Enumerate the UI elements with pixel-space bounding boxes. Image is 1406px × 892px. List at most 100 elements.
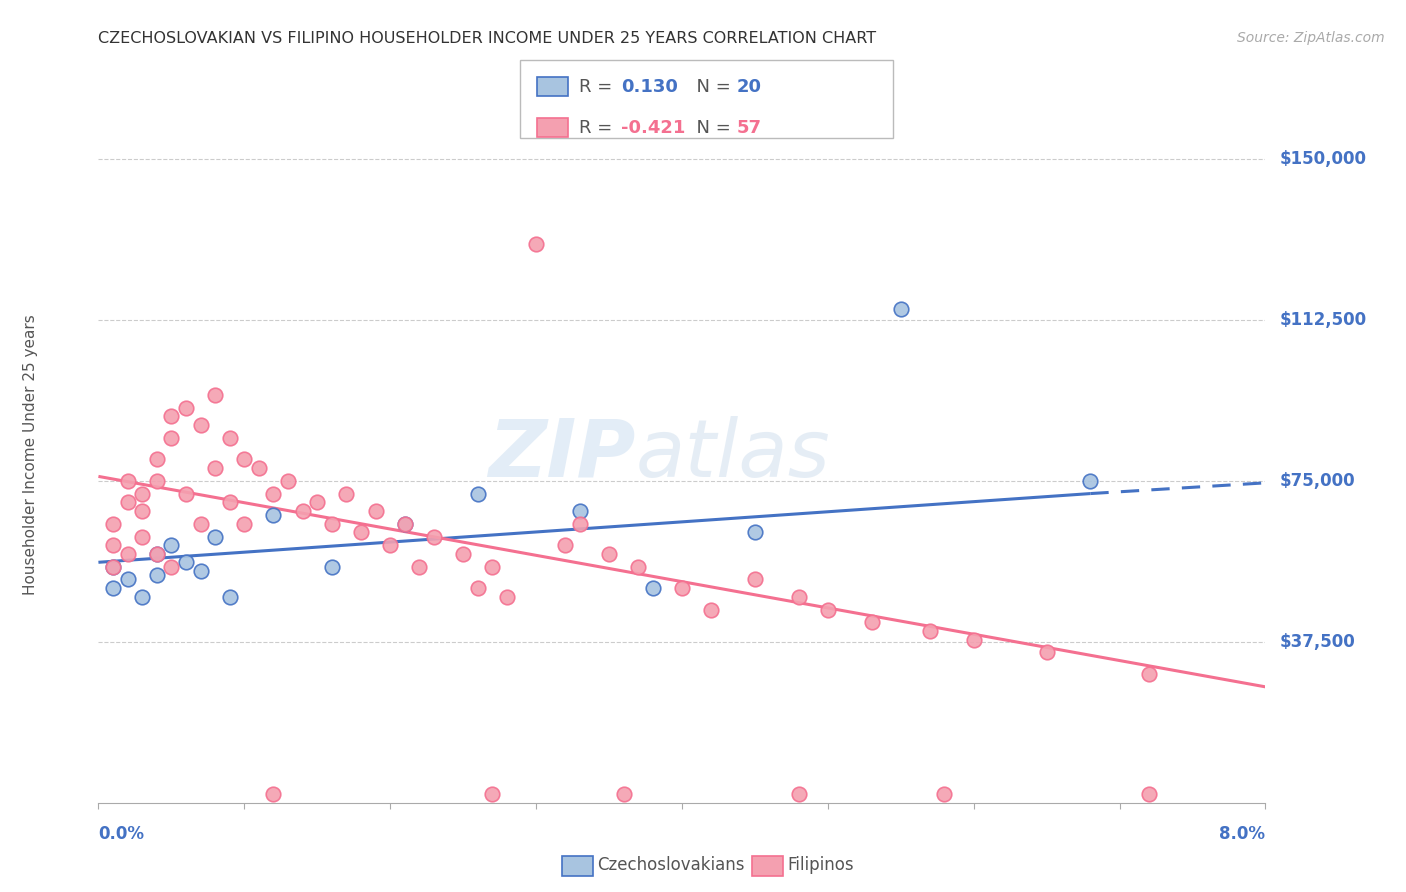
Point bbox=[321, 516, 343, 531]
Point bbox=[146, 547, 169, 561]
Point bbox=[787, 787, 810, 801]
Point bbox=[146, 568, 169, 582]
Text: Householder Income Under 25 years: Householder Income Under 25 years bbox=[24, 315, 38, 595]
Point bbox=[204, 529, 226, 543]
Point bbox=[890, 301, 912, 316]
Point bbox=[817, 602, 839, 616]
Point bbox=[146, 452, 169, 467]
Point bbox=[190, 564, 212, 578]
Text: N =: N = bbox=[685, 78, 737, 95]
Text: 8.0%: 8.0% bbox=[1219, 825, 1265, 843]
Point bbox=[481, 787, 503, 801]
Point bbox=[233, 452, 256, 467]
Text: Filipinos: Filipinos bbox=[787, 856, 853, 874]
Point bbox=[1035, 645, 1057, 659]
Point bbox=[524, 237, 547, 252]
Point bbox=[101, 538, 124, 552]
Point bbox=[174, 555, 197, 569]
Point bbox=[204, 460, 226, 475]
Point bbox=[1137, 667, 1160, 681]
Text: CZECHOSLOVAKIAN VS FILIPINO HOUSEHOLDER INCOME UNDER 25 YEARS CORRELATION CHART: CZECHOSLOVAKIAN VS FILIPINO HOUSEHOLDER … bbox=[98, 31, 876, 46]
Point bbox=[247, 460, 270, 475]
Point bbox=[218, 590, 240, 604]
Point bbox=[744, 573, 766, 587]
Point bbox=[568, 516, 591, 531]
Point bbox=[146, 547, 169, 561]
Point bbox=[277, 474, 299, 488]
Point bbox=[962, 632, 984, 647]
Point bbox=[174, 401, 197, 415]
Point bbox=[117, 474, 139, 488]
Point bbox=[467, 581, 489, 595]
Text: ZIP: ZIP bbox=[488, 416, 636, 494]
Point bbox=[174, 486, 197, 500]
Text: 0.0%: 0.0% bbox=[98, 825, 145, 843]
Point bbox=[131, 529, 153, 543]
Point bbox=[423, 529, 446, 543]
Point bbox=[394, 516, 416, 531]
Point bbox=[364, 504, 387, 518]
Text: R =: R = bbox=[579, 119, 619, 136]
Point bbox=[190, 516, 212, 531]
Point bbox=[394, 516, 416, 531]
Point bbox=[131, 590, 153, 604]
Point bbox=[671, 581, 693, 595]
Point bbox=[233, 516, 256, 531]
Point bbox=[131, 504, 153, 518]
Text: $150,000: $150,000 bbox=[1279, 150, 1367, 168]
Point bbox=[101, 559, 124, 574]
Text: N =: N = bbox=[685, 119, 737, 136]
Point bbox=[467, 486, 489, 500]
Point bbox=[1137, 787, 1160, 801]
Point bbox=[146, 474, 169, 488]
Point bbox=[335, 486, 357, 500]
Point bbox=[408, 559, 430, 574]
Point bbox=[641, 581, 664, 595]
Point bbox=[307, 495, 329, 509]
Point bbox=[101, 581, 124, 595]
Point bbox=[160, 431, 183, 445]
Point bbox=[860, 615, 883, 630]
Point bbox=[262, 486, 284, 500]
Point bbox=[262, 508, 284, 522]
Point bbox=[117, 573, 139, 587]
Point bbox=[481, 559, 503, 574]
Point bbox=[101, 516, 124, 531]
Text: Czechoslovakians: Czechoslovakians bbox=[598, 856, 745, 874]
Point bbox=[918, 624, 941, 638]
Text: $37,500: $37,500 bbox=[1279, 632, 1355, 651]
Text: atlas: atlas bbox=[636, 416, 830, 494]
Point bbox=[1080, 474, 1102, 488]
Point bbox=[291, 504, 314, 518]
Point bbox=[218, 495, 240, 509]
Point bbox=[451, 547, 474, 561]
Point bbox=[160, 538, 183, 552]
Text: $112,500: $112,500 bbox=[1279, 310, 1367, 328]
Point bbox=[496, 590, 519, 604]
Text: Source: ZipAtlas.com: Source: ZipAtlas.com bbox=[1237, 31, 1385, 45]
Text: R =: R = bbox=[579, 78, 619, 95]
Text: -0.421: -0.421 bbox=[621, 119, 686, 136]
Text: 0.130: 0.130 bbox=[621, 78, 678, 95]
Point bbox=[700, 602, 723, 616]
Point bbox=[160, 409, 183, 424]
Point bbox=[218, 431, 240, 445]
Point bbox=[554, 538, 576, 552]
Point bbox=[160, 559, 183, 574]
Point bbox=[262, 787, 284, 801]
Point bbox=[934, 787, 956, 801]
Point bbox=[117, 547, 139, 561]
Point bbox=[101, 559, 124, 574]
Point bbox=[787, 590, 810, 604]
Text: 20: 20 bbox=[737, 78, 762, 95]
Point bbox=[612, 787, 634, 801]
Text: 57: 57 bbox=[737, 119, 762, 136]
Point bbox=[598, 547, 620, 561]
Point bbox=[627, 559, 650, 574]
Point bbox=[350, 525, 373, 540]
Point bbox=[117, 495, 139, 509]
Point bbox=[744, 525, 766, 540]
Point bbox=[190, 417, 212, 432]
Point bbox=[131, 486, 153, 500]
Point bbox=[568, 504, 591, 518]
